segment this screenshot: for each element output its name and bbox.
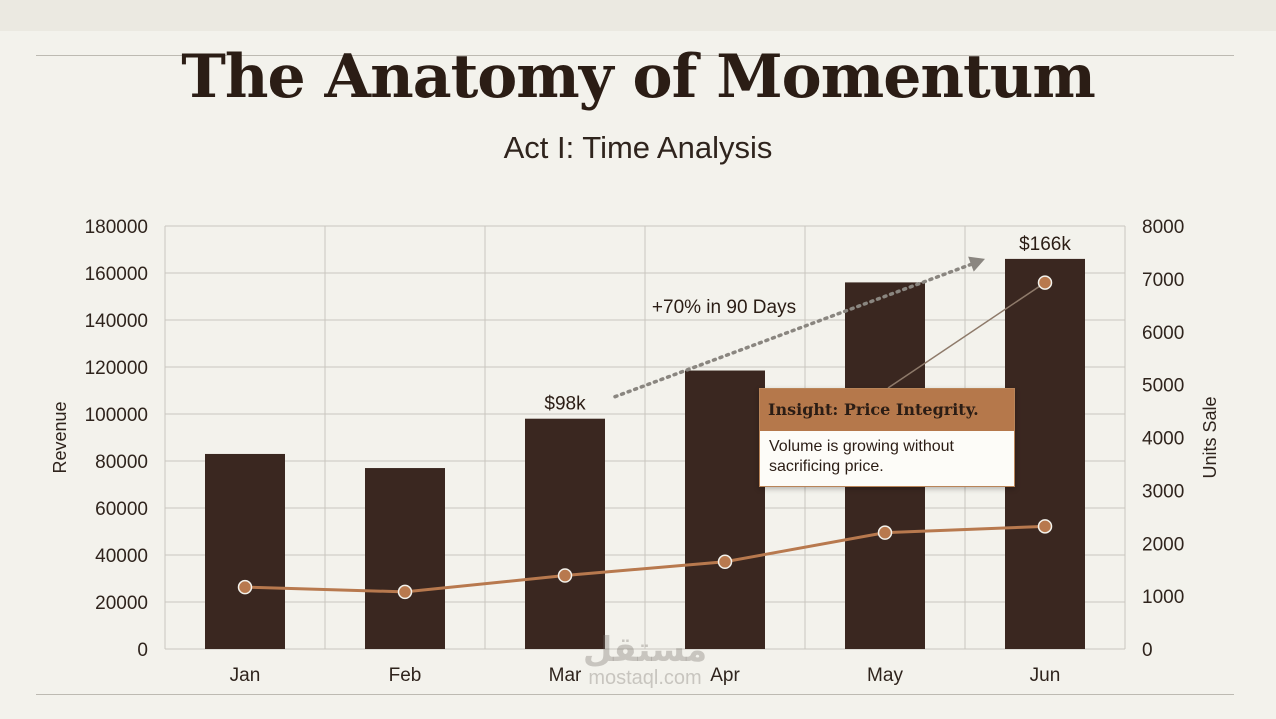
top-rule <box>36 55 1234 56</box>
units-point-jun <box>1037 519 1053 534</box>
x-tick-label: Mar <box>549 665 582 686</box>
y-tick-label: 160000 <box>85 264 148 285</box>
units-point-may <box>877 525 893 540</box>
y2-tick-label: 7000 <box>1142 270 1184 291</box>
growth-annotation: +70% in 90 Days <box>652 297 796 318</box>
y-tick-label: 20000 <box>95 593 148 614</box>
y2-tick-label: 4000 <box>1142 429 1184 450</box>
insight-text: Volume is growing without sacrificing pr… <box>769 438 954 475</box>
bar-mar <box>525 418 605 649</box>
y2-tick-label: 2000 <box>1142 534 1184 555</box>
y-tick-label: 100000 <box>85 405 148 426</box>
page-title: The Anatomy of Momentum <box>181 42 1096 112</box>
y-tick-label: 40000 <box>95 546 148 567</box>
growth-arrow-head <box>968 256 985 272</box>
bar-jun <box>1005 258 1085 649</box>
data-label-jun: $166k <box>1019 234 1071 255</box>
data-label-mar: $98k <box>544 394 586 415</box>
y2-tick-label: 0 <box>1142 640 1153 661</box>
units-line-path <box>244 524 1046 594</box>
highlight-point-jun <box>1037 275 1053 290</box>
gridlines <box>164 225 1126 650</box>
y-tick-label: 80000 <box>95 452 148 473</box>
y-tick-label: 180000 <box>85 217 148 238</box>
y2-axis-title: Units Sale <box>1200 396 1220 478</box>
axis-labels: 0200004000060000800001000001200001400001… <box>50 217 1220 686</box>
x-tick-label: Feb <box>389 665 422 686</box>
units-line <box>237 275 1053 600</box>
y-axis-title: Revenue <box>50 401 70 473</box>
bar-feb <box>365 468 445 649</box>
units-point-apr <box>717 554 733 570</box>
annotations: $98k $166k +70% in 90 Days <box>544 234 1071 415</box>
x-tick-label: Jun <box>1030 665 1061 686</box>
y-tick-label: 120000 <box>85 358 148 379</box>
bar-jan <box>205 453 285 649</box>
insight-callout: Insight: Price Integrity. Volume is grow… <box>759 388 1015 487</box>
y2-tick-label: 8000 <box>1142 217 1184 238</box>
callout-leader <box>887 281 1046 389</box>
page-subtitle: Act I: Time Analysis <box>503 130 773 165</box>
y-tick-label: 140000 <box>85 311 148 332</box>
y-tick-label: 0 <box>137 640 148 661</box>
y2-tick-label: 6000 <box>1142 323 1184 344</box>
insight-title: Insight: Price Integrity. <box>760 389 1014 431</box>
x-tick-label: May <box>867 665 903 686</box>
units-point-jan <box>237 579 253 595</box>
units-point-feb <box>397 584 413 600</box>
bar-apr <box>685 370 765 649</box>
units-point-mar <box>557 568 573 583</box>
y-tick-label: 60000 <box>95 499 148 520</box>
bottom-rule <box>36 694 1234 695</box>
growth-arrow <box>613 261 977 399</box>
x-tick-label: Apr <box>710 665 740 686</box>
y2-tick-label: 3000 <box>1142 481 1184 502</box>
y2-tick-label: 5000 <box>1142 376 1184 397</box>
y2-tick-label: 1000 <box>1142 587 1184 608</box>
x-tick-label: Jan <box>230 665 261 686</box>
